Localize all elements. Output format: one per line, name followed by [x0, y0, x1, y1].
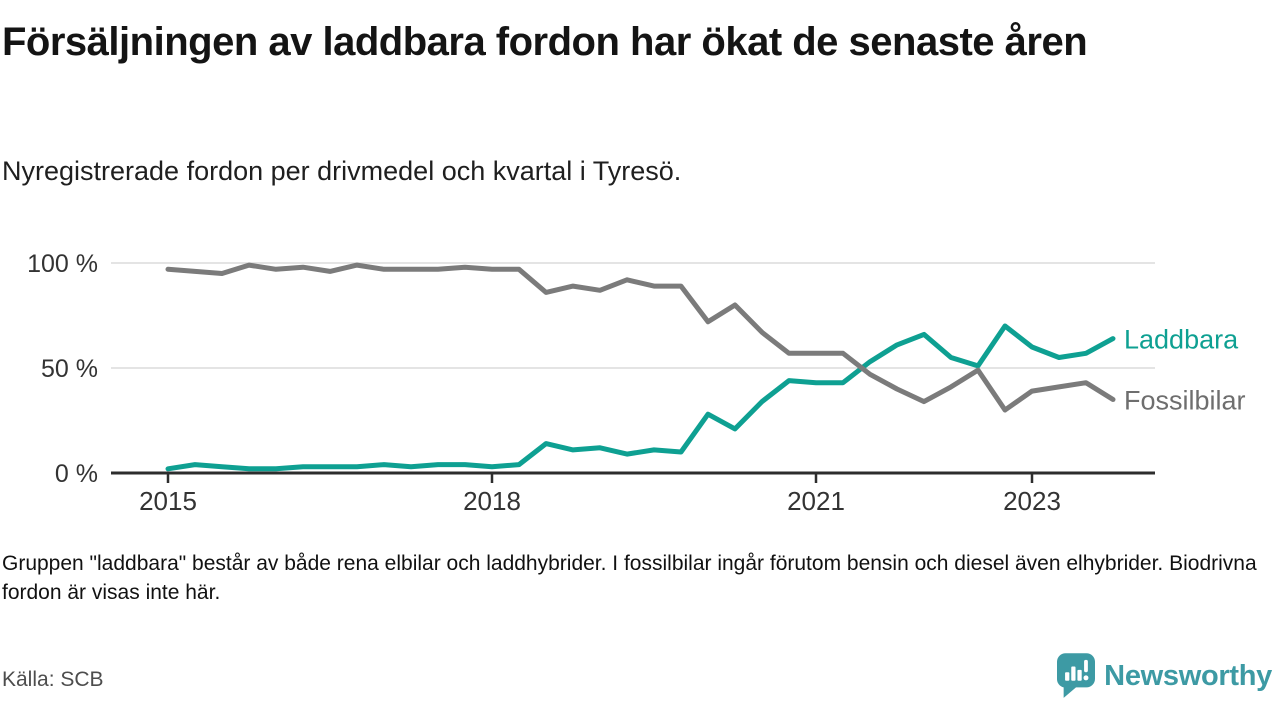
- series-label-fossilbilar: Fossilbilar: [1124, 386, 1246, 416]
- logo-bubble-shape: [1057, 653, 1096, 698]
- line-chart-canvas: 100 % 50 % 0 % 2015 2018 2021 2023 Laddbara Foss…: [27, 250, 1246, 516]
- source-label: Källa: SCB: [2, 668, 104, 691]
- x-tick-label-2021: 2021: [787, 486, 845, 516]
- series-line-laddbara: [165, 323, 1116, 472]
- footnote: Gruppen "laddbara" består av både rena e…: [2, 552, 1257, 604]
- y-tick-label-50: 50 %: [41, 355, 98, 383]
- series-line-fossilbilar: [165, 262, 1116, 413]
- line-chart: 100 % 50 % 0 % 2015 2018 2021 2023 Laddbara Foss…: [0, 240, 1280, 530]
- logo-bar-2: [1071, 666, 1076, 681]
- newsworthy-icon: [1057, 653, 1096, 698]
- y-tick-label-100: 100 %: [27, 250, 98, 278]
- chart-subtitle: Nyregistrerade fordon per drivmedel och …: [2, 156, 682, 186]
- logo-exclamation-bar: [1084, 659, 1089, 673]
- newsworthy-logo: Newsworthy: [1057, 653, 1272, 699]
- x-tick-label-2023: 2023: [1003, 486, 1061, 516]
- x-tick-label-2018: 2018: [463, 486, 521, 516]
- logo-bar-1: [1065, 672, 1070, 681]
- logo-bar-3: [1077, 669, 1082, 681]
- y-tick-label-0: 0 %: [55, 460, 98, 488]
- newsworthy-wordmark: Newsworthy: [1104, 659, 1272, 692]
- logo-exclamation-dot: [1083, 675, 1089, 681]
- page-title: Försäljningen av laddbara fordon har öka…: [2, 20, 1088, 64]
- x-tick-label-2015: 2015: [139, 486, 197, 516]
- series-label-laddbara: Laddbara: [1124, 325, 1239, 355]
